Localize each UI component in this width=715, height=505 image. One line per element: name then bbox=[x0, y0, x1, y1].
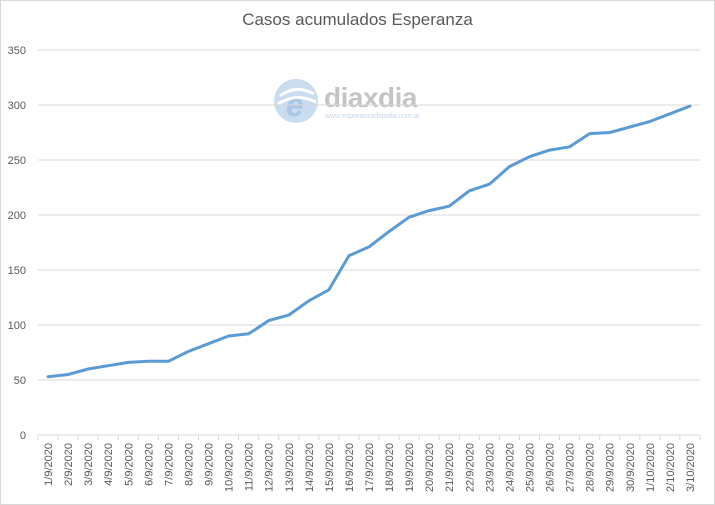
y-tick-label: 50 bbox=[14, 375, 26, 387]
y-tick-label: 200 bbox=[8, 210, 26, 222]
watermark-url: www.esperanzadiaxdia.com.ar bbox=[325, 113, 420, 120]
y-tick-label: 150 bbox=[8, 265, 26, 277]
y-tick-label: 0 bbox=[20, 430, 26, 442]
x-tick-label: 19/9/2020 bbox=[404, 443, 416, 492]
x-tick-label: 21/9/2020 bbox=[444, 443, 456, 492]
x-tick-label: 5/9/2020 bbox=[123, 443, 135, 486]
x-tick-label: 16/9/2020 bbox=[344, 443, 356, 492]
x-tick-label: 10/9/2020 bbox=[224, 443, 236, 492]
x-tick-label: 25/9/2020 bbox=[524, 443, 536, 492]
x-tick-label: 28/9/2020 bbox=[585, 443, 597, 492]
x-tick-label: 30/9/2020 bbox=[625, 443, 637, 492]
x-tick-label: 26/9/2020 bbox=[545, 443, 557, 492]
x-tick-label: 8/9/2020 bbox=[183, 443, 195, 486]
x-tick-label: 2/9/2020 bbox=[63, 443, 75, 486]
x-tick-label: 7/9/2020 bbox=[163, 443, 175, 486]
watermark-logo-icon: e bbox=[272, 76, 322, 131]
x-tick-label: 17/9/2020 bbox=[364, 443, 376, 492]
y-tick-label: 300 bbox=[8, 100, 26, 112]
x-tick-label: 18/9/2020 bbox=[384, 443, 396, 492]
x-tick-label: 9/9/2020 bbox=[204, 443, 216, 486]
x-tick-label: 3/10/2020 bbox=[685, 443, 697, 492]
x-tick-label: 12/9/2020 bbox=[264, 443, 276, 492]
y-tick-label: 100 bbox=[8, 320, 26, 332]
x-tick-label: 1/10/2020 bbox=[645, 443, 657, 492]
x-tick-label: 13/9/2020 bbox=[284, 443, 296, 492]
x-tick-label: 24/9/2020 bbox=[504, 443, 516, 492]
chart-title: Casos acumulados Esperanza bbox=[242, 10, 473, 29]
x-tick-label: 22/9/2020 bbox=[464, 443, 476, 492]
y-tick-label: 350 bbox=[8, 45, 26, 57]
watermark-brand: diaxdia bbox=[324, 82, 417, 113]
x-tick-label: 3/9/2020 bbox=[83, 443, 95, 486]
x-tick-label: 11/9/2020 bbox=[244, 443, 256, 491]
x-tick-label: 27/9/2020 bbox=[565, 443, 577, 492]
x-tick-label: 20/9/2020 bbox=[424, 443, 436, 492]
x-tick-label: 14/9/2020 bbox=[304, 443, 316, 492]
x-tick-label: 29/9/2020 bbox=[605, 443, 617, 492]
x-tick-label: 23/9/2020 bbox=[484, 443, 496, 492]
y-tick-label: 250 bbox=[8, 155, 26, 167]
series-line bbox=[46, 104, 692, 379]
x-tick-label: 6/9/2020 bbox=[143, 443, 155, 486]
x-tick-label: 4/9/2020 bbox=[103, 443, 115, 486]
x-tick-label: 2/10/2020 bbox=[665, 443, 677, 492]
x-tick-label: 15/9/2020 bbox=[324, 443, 336, 492]
x-tick-label: 1/9/2020 bbox=[43, 443, 55, 486]
